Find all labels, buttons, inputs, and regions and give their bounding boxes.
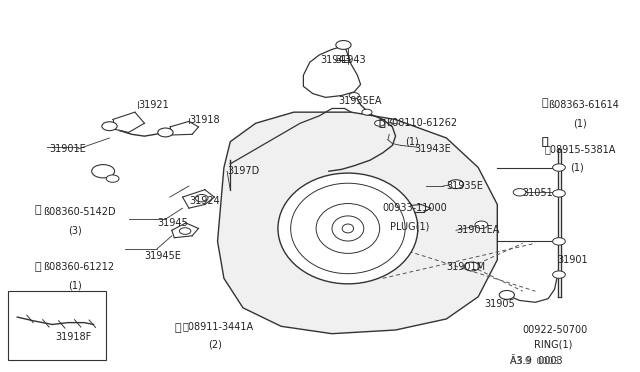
Text: (3): (3)	[68, 225, 82, 235]
Circle shape	[513, 189, 526, 196]
Polygon shape	[218, 112, 497, 334]
Circle shape	[336, 41, 351, 49]
Text: 3197D: 3197D	[227, 166, 259, 176]
Text: 31905: 31905	[484, 299, 515, 309]
Text: (1): (1)	[573, 118, 588, 128]
Circle shape	[499, 291, 515, 299]
Circle shape	[475, 221, 488, 228]
Circle shape	[552, 164, 565, 171]
Text: Ⓜ: Ⓜ	[541, 137, 548, 147]
Text: Ã3.9  0003: Ã3.9 0003	[510, 357, 559, 366]
Text: Ⓢ: Ⓢ	[35, 205, 42, 215]
Text: (1): (1)	[570, 163, 584, 173]
Ellipse shape	[278, 173, 418, 284]
Text: Ⓑ: Ⓑ	[378, 118, 385, 128]
Text: Ⓜ: Ⓜ	[541, 137, 548, 147]
Text: Ⓠ08915-5381A: Ⓠ08915-5381A	[545, 144, 616, 154]
Text: ß08360-5142D: ß08360-5142D	[43, 207, 115, 217]
Circle shape	[362, 109, 372, 115]
Circle shape	[92, 164, 115, 178]
Text: 31901M: 31901M	[447, 262, 486, 272]
FancyBboxPatch shape	[8, 291, 106, 359]
Text: 31051: 31051	[523, 188, 554, 198]
Ellipse shape	[291, 183, 405, 274]
Text: 31935E: 31935E	[447, 181, 483, 191]
Text: Ⓑ: Ⓑ	[380, 118, 386, 128]
Ellipse shape	[316, 203, 380, 253]
Circle shape	[158, 128, 173, 137]
Text: Ã3.9  0003: Ã3.9 0003	[510, 356, 563, 366]
Circle shape	[195, 195, 208, 202]
Circle shape	[552, 271, 565, 278]
Text: PLUG(1): PLUG(1)	[390, 222, 430, 232]
Circle shape	[552, 190, 565, 197]
Text: ß08110-61262: ß08110-61262	[386, 118, 457, 128]
Ellipse shape	[332, 216, 364, 241]
Text: 31924: 31924	[189, 196, 220, 206]
Text: Ⓝ: Ⓝ	[175, 323, 182, 333]
Text: 31901E: 31901E	[49, 144, 86, 154]
Text: 31943E: 31943E	[415, 144, 451, 154]
Circle shape	[449, 180, 463, 189]
Text: 31921: 31921	[138, 100, 169, 110]
Circle shape	[552, 238, 565, 245]
Text: 31943: 31943	[320, 55, 351, 65]
Text: (1): (1)	[405, 137, 419, 147]
Text: 31935EA: 31935EA	[339, 96, 382, 106]
Circle shape	[374, 120, 385, 126]
Text: 31918F: 31918F	[56, 332, 92, 342]
Text: Ⓢ: Ⓢ	[541, 98, 548, 108]
Text: 00922-50700: 00922-50700	[523, 325, 588, 335]
Circle shape	[179, 228, 191, 234]
Text: ß08360-61212: ß08360-61212	[43, 262, 114, 272]
Text: Ⓢ: Ⓢ	[35, 262, 42, 272]
Text: 31945E: 31945E	[145, 251, 181, 261]
Circle shape	[106, 175, 119, 182]
Text: (2): (2)	[208, 340, 222, 350]
Text: 31901EA: 31901EA	[456, 225, 499, 235]
Text: 31945: 31945	[157, 218, 188, 228]
Ellipse shape	[342, 224, 354, 233]
Text: Ⓛ08911-3441A: Ⓛ08911-3441A	[182, 321, 253, 331]
Text: 00933-11000: 00933-11000	[383, 203, 447, 213]
Text: 31918: 31918	[189, 115, 220, 125]
Text: 31901: 31901	[557, 255, 588, 265]
Circle shape	[349, 93, 359, 99]
Text: (1): (1)	[68, 281, 82, 291]
Circle shape	[102, 122, 117, 131]
Circle shape	[464, 262, 479, 271]
Text: ß08363-61614: ß08363-61614	[548, 100, 619, 110]
Text: 31943: 31943	[335, 55, 366, 65]
Text: RING(1): RING(1)	[534, 340, 573, 350]
